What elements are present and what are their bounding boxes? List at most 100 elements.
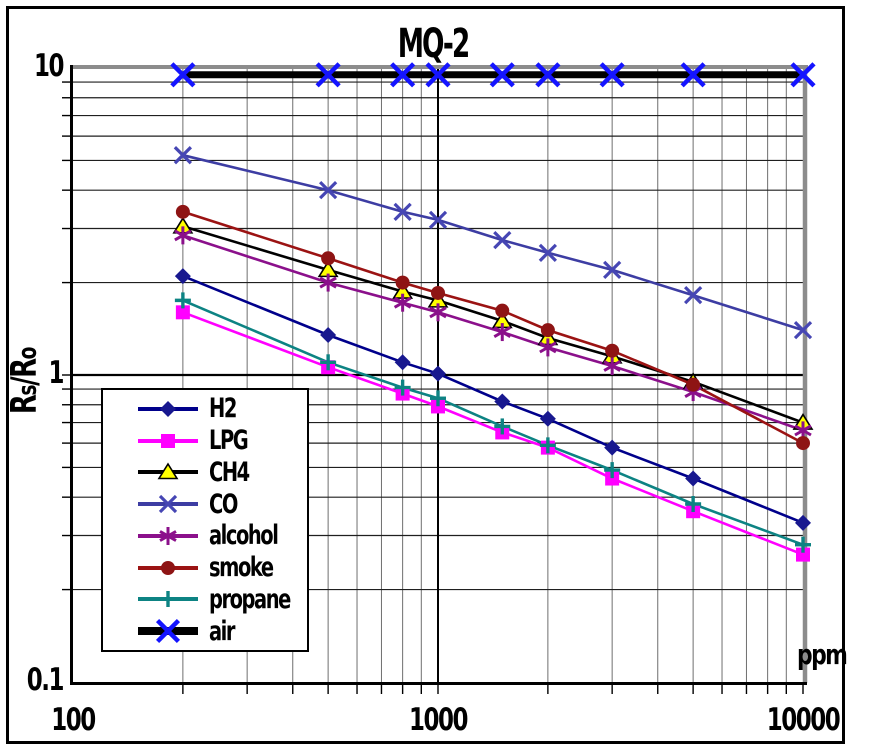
h2-legend-marker-icon bbox=[138, 400, 198, 417]
propane-marker-icon bbox=[604, 462, 621, 479]
smoke-marker-icon bbox=[175, 204, 190, 219]
h2-marker-icon bbox=[604, 439, 621, 456]
legend-item-air: air bbox=[103, 616, 307, 647]
legend-marker-sample bbox=[161, 433, 175, 448]
x-tick-label: 100 bbox=[51, 702, 96, 738]
figure-border bbox=[6, 6, 845, 744]
smoke-marker-icon bbox=[540, 323, 555, 338]
lpg-marker-icon bbox=[796, 547, 810, 562]
h2-marker-icon bbox=[494, 393, 511, 410]
co-marker-icon bbox=[318, 181, 338, 200]
propane-marker-icon bbox=[685, 496, 702, 513]
co-marker-icon bbox=[173, 146, 193, 165]
legend-label-propane: propane bbox=[209, 583, 291, 615]
legend-label-co: CO bbox=[209, 488, 238, 520]
legend-label-alcohol: alcohol bbox=[209, 520, 279, 552]
air-marker-icon bbox=[535, 62, 561, 88]
air-marker-icon bbox=[680, 62, 706, 88]
co-marker-icon bbox=[428, 210, 448, 230]
smoke-legend-marker-icon bbox=[138, 560, 198, 575]
y-tick-label: 1 bbox=[48, 355, 65, 391]
h2-marker-icon bbox=[795, 514, 811, 531]
legend-marker-sample bbox=[155, 619, 181, 644]
alcohol-marker-icon bbox=[539, 338, 557, 357]
legend-marker-sample bbox=[158, 494, 178, 514]
lpg-marker-icon bbox=[605, 471, 620, 486]
legend-marker-sample bbox=[160, 400, 176, 417]
air-marker-icon bbox=[599, 62, 625, 88]
propane-legend-marker-icon bbox=[138, 591, 198, 608]
legend: H2 LPG CH4 CO alcohol smoke propane air bbox=[101, 388, 309, 652]
chart-title: MQ-2 bbox=[397, 21, 471, 67]
x-tick-label: 1000 bbox=[409, 702, 468, 738]
h2-marker-icon bbox=[685, 470, 702, 487]
lpg-legend-marker-icon bbox=[138, 433, 198, 448]
legend-marker-sample bbox=[159, 526, 177, 545]
legend-marker-sample bbox=[157, 462, 179, 480]
air-marker-icon bbox=[170, 62, 196, 88]
legend-label-ch4: CH4 bbox=[209, 456, 250, 488]
legend-label-lpg: LPG bbox=[209, 425, 249, 457]
alcohol-legend-marker-icon bbox=[138, 526, 198, 545]
legend-label-air: air bbox=[209, 615, 235, 647]
h2-marker-icon bbox=[539, 410, 556, 427]
co-marker-icon bbox=[793, 321, 813, 340]
legend-item-alcohol: alcohol bbox=[103, 520, 307, 551]
co-marker-icon bbox=[538, 243, 558, 262]
ch4-legend-marker-icon bbox=[138, 462, 198, 480]
air-marker-icon bbox=[315, 62, 341, 88]
alcohol-marker-icon bbox=[429, 303, 447, 322]
air-marker-icon bbox=[390, 62, 416, 88]
x-axis-unit-label: ppm bbox=[797, 638, 848, 671]
smoke-marker-icon bbox=[395, 275, 410, 290]
smoke-marker-icon bbox=[605, 343, 620, 358]
propane-marker-icon bbox=[494, 418, 511, 435]
legend-item-ch4: CH4 bbox=[103, 457, 307, 488]
alcohol-marker-icon bbox=[603, 356, 621, 375]
legend-marker-sample bbox=[161, 560, 175, 575]
lpg-marker-icon bbox=[431, 399, 445, 414]
legend-label-smoke: smoke bbox=[209, 552, 274, 584]
propane-marker-icon bbox=[320, 354, 337, 371]
h2-marker-icon bbox=[174, 268, 191, 285]
smoke-marker-icon bbox=[686, 377, 701, 392]
propane-marker-icon bbox=[539, 437, 556, 454]
legend-item-h2: H2 bbox=[103, 393, 307, 424]
air-marker-icon bbox=[790, 62, 816, 88]
propane-marker-icon bbox=[394, 379, 411, 396]
x-tick-label: 10000 bbox=[766, 702, 841, 738]
legend-item-lpg: LPG bbox=[103, 425, 307, 456]
h2-marker-icon bbox=[394, 354, 411, 371]
alcohol-marker-icon bbox=[393, 293, 412, 312]
legend-item-co: CO bbox=[103, 489, 307, 520]
legend-label-h2: H2 bbox=[209, 393, 237, 425]
h2-marker-icon bbox=[430, 365, 446, 382]
alcohol-marker-icon bbox=[319, 273, 337, 292]
propane-marker-icon bbox=[795, 536, 811, 553]
air-legend-marker-icon bbox=[138, 619, 198, 644]
h2-marker-icon bbox=[320, 326, 337, 343]
legend-item-smoke: smoke bbox=[103, 552, 307, 583]
co-marker-icon bbox=[683, 286, 703, 305]
y-axis-label-R1: R bbox=[4, 395, 45, 415]
co-marker-icon bbox=[603, 260, 622, 280]
co-legend-marker-icon bbox=[138, 494, 198, 514]
smoke-marker-icon bbox=[495, 303, 510, 318]
legend-marker-sample bbox=[160, 591, 176, 608]
propane-marker-icon bbox=[430, 390, 446, 407]
air-marker-icon bbox=[425, 62, 451, 88]
y-tick-label: 0.1 bbox=[26, 662, 65, 698]
smoke-marker-icon bbox=[321, 251, 336, 266]
alcohol-marker-icon bbox=[174, 226, 192, 245]
propane-marker-icon bbox=[174, 292, 191, 309]
co-marker-icon bbox=[493, 230, 512, 250]
air-marker-icon bbox=[489, 62, 515, 88]
legend-item-propane: propane bbox=[103, 584, 307, 615]
smoke-marker-icon bbox=[796, 436, 810, 451]
co-marker-icon bbox=[393, 202, 412, 221]
y-tick-label: 10 bbox=[34, 48, 64, 84]
alcohol-marker-icon bbox=[493, 323, 512, 342]
lpg-marker-icon bbox=[175, 305, 190, 320]
